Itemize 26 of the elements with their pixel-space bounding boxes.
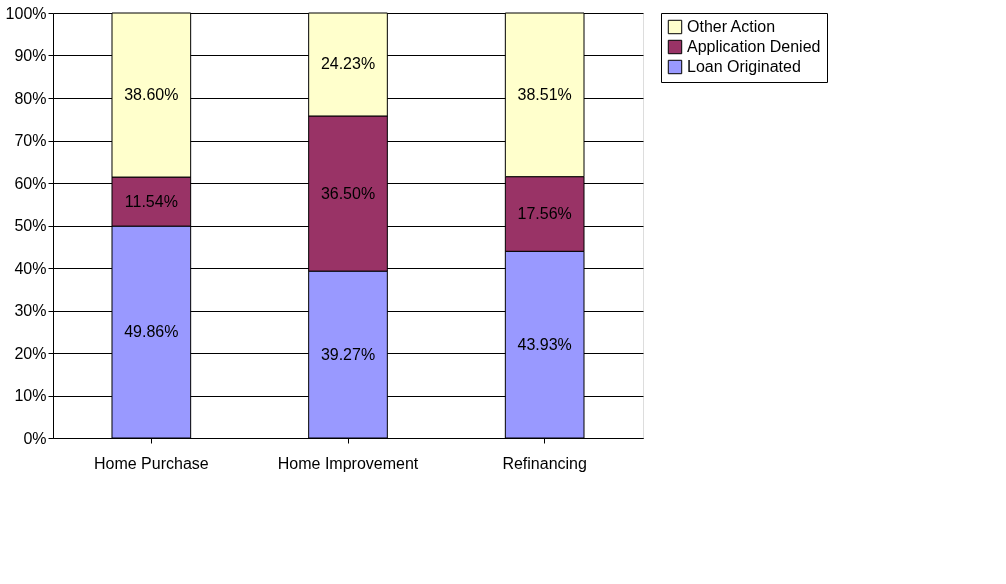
y-tick-label: 70% xyxy=(14,132,47,149)
y-tick-label: 40% xyxy=(14,259,47,277)
data-label: 39.27% xyxy=(320,345,376,363)
data-label: 38.60% xyxy=(124,86,179,104)
data-label: 11.54% xyxy=(124,192,178,210)
legend-label: Application Denied xyxy=(687,38,821,55)
y-tick-label: 80% xyxy=(14,89,47,107)
y-tick-label: 0% xyxy=(23,429,47,447)
legend-label: Loan Originated xyxy=(687,58,801,75)
data-label: 49.86% xyxy=(124,323,179,341)
x-tick-label: Home Purchase xyxy=(93,454,209,472)
y-tick-label: 20% xyxy=(14,344,47,362)
data-label: 24.23% xyxy=(320,55,376,73)
legend-label: Other Action xyxy=(687,18,776,35)
data-label: 43.93% xyxy=(517,335,572,353)
y-tick-label: 90% xyxy=(14,47,47,64)
data-label: 36.50% xyxy=(320,184,376,202)
y-tick-label: 30% xyxy=(14,302,47,319)
y-tick-label: 10% xyxy=(14,387,47,404)
x-tick-label: Refinancing xyxy=(502,454,587,472)
x-tick-label: Home Improvement xyxy=(277,454,419,472)
data-label: 17.56% xyxy=(517,204,572,222)
data-label: 38.51% xyxy=(517,85,572,103)
y-tick-label: 60% xyxy=(14,174,47,192)
y-tick-label: 100% xyxy=(5,4,47,22)
y-tick-label: 50% xyxy=(14,217,47,234)
